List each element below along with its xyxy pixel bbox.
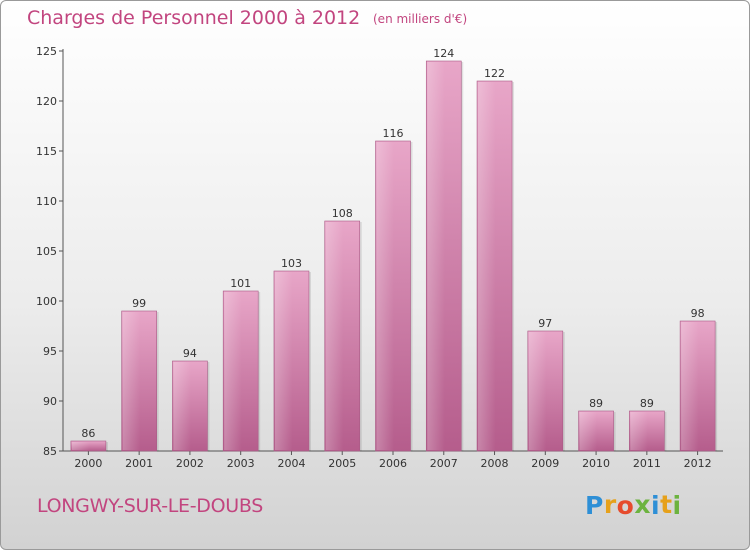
proxiti-logo: Proxiti (585, 490, 682, 520)
data-label: 97 (538, 317, 552, 330)
data-label: 89 (589, 397, 603, 410)
logo-letter: P (585, 491, 604, 520)
x-tick-label: 2011 (633, 457, 661, 470)
x-tick-label: 2008 (481, 457, 509, 470)
logo-letter: x (634, 490, 651, 519)
bar-highlight (478, 82, 496, 450)
x-tick-label: 2007 (430, 457, 458, 470)
y-tick-label: 110 (36, 195, 57, 208)
bar-highlight (224, 292, 242, 450)
logo-letter: r (603, 490, 617, 519)
place-name: LONGWY-SUR-LE-DOUBS (37, 495, 264, 517)
data-label: 94 (183, 347, 197, 360)
bar-highlight (173, 362, 191, 450)
x-tick-label: 2010 (582, 457, 610, 470)
bar-highlight (579, 412, 598, 450)
x-tick-label: 2005 (328, 457, 356, 470)
y-tick-label: 100 (36, 295, 57, 308)
data-label: 98 (691, 307, 705, 320)
data-label: 124 (433, 47, 454, 60)
data-label: 89 (640, 397, 654, 410)
bar-highlight (122, 312, 141, 450)
chart-bars (70, 60, 718, 452)
chart-data-labels: 86 99 94 101 103 108 116 124 122 97 89 89 98 (81, 47, 704, 440)
data-label: 122 (484, 67, 505, 80)
x-tick-label: 2003 (227, 457, 255, 470)
bar-highlight (630, 412, 648, 450)
data-label: 103 (281, 257, 302, 270)
chart-title: Charges de Personnel 2000 à 2012 (27, 7, 361, 29)
x-tick-label: 2002 (176, 457, 204, 470)
bar-highlight (325, 222, 344, 450)
logo-letter: o (616, 491, 635, 520)
data-label: 86 (81, 427, 95, 440)
y-tick-label: 115 (36, 145, 57, 158)
x-tick-label: 2009 (531, 457, 559, 470)
y-tick-label: 85 (43, 445, 57, 458)
x-tick-label: 2000 (74, 457, 102, 470)
bar-highlight (71, 442, 90, 450)
chart-subtitle: (en milliers d'€) (373, 12, 468, 26)
logo-letter: t (660, 490, 673, 519)
data-label: 116 (383, 127, 404, 140)
logo-letter: i (651, 491, 661, 520)
y-tick-label: 95 (43, 345, 57, 358)
y-tick-label: 125 (36, 45, 57, 58)
x-tick-label: 2006 (379, 457, 407, 470)
bar-highlight (427, 62, 445, 450)
data-label: 101 (230, 277, 251, 290)
y-tick-label: 120 (36, 95, 57, 108)
y-tick-label: 90 (43, 395, 57, 408)
x-tick-label: 2012 (684, 457, 712, 470)
bar-highlight (376, 142, 394, 450)
x-tick-label: 2004 (277, 457, 305, 470)
bar-highlight (274, 272, 293, 450)
bar-highlight (681, 322, 699, 450)
data-label: 108 (332, 207, 353, 220)
x-tick-label: 2001 (125, 457, 153, 470)
data-label: 99 (132, 297, 146, 310)
bar-highlight (528, 332, 547, 450)
y-tick-label: 105 (36, 245, 57, 258)
logo-letter: i (672, 491, 682, 520)
